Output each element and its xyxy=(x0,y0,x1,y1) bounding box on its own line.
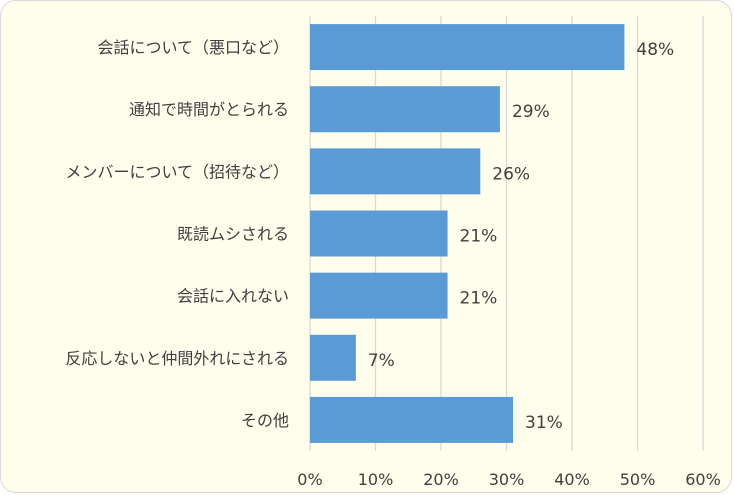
bar xyxy=(310,334,356,381)
bar xyxy=(310,24,625,71)
x-tick-label: 30% xyxy=(489,470,525,489)
category-label: その他 xyxy=(241,411,289,430)
labels: 0% 10% 20% 30% 40% 50% 60% 会話について（悪口など） 48% 通知で時間… xyxy=(65,38,720,489)
x-tick-label: 20% xyxy=(423,470,459,489)
data-label: 29% xyxy=(512,102,550,122)
x-tick-label: 40% xyxy=(554,470,590,489)
category-label: 反応しないと仲間外れにされる xyxy=(65,349,289,368)
category-label: 通知で時間がとられる xyxy=(129,100,289,119)
bar xyxy=(310,396,514,443)
data-label: 48% xyxy=(636,40,674,60)
x-tick-label: 10% xyxy=(358,470,394,489)
x-tick-label: 0% xyxy=(297,470,322,489)
category-label: 既読ムシされる xyxy=(177,225,289,244)
data-label: 31% xyxy=(525,413,563,433)
bar xyxy=(310,86,500,133)
bar xyxy=(310,272,448,319)
data-label: 26% xyxy=(492,164,530,184)
bar xyxy=(310,148,481,195)
data-label: 7% xyxy=(368,351,395,371)
bars xyxy=(310,24,625,443)
x-tick-label: 50% xyxy=(620,470,656,489)
data-label: 21% xyxy=(460,227,498,247)
x-tick-label: 60% xyxy=(685,470,721,489)
category-label: メンバーについて（招待など） xyxy=(65,162,289,181)
data-label: 21% xyxy=(460,289,498,309)
category-label: 会話について（悪口など） xyxy=(97,38,289,57)
category-label: 会話に入れない xyxy=(177,287,289,306)
bar xyxy=(310,210,448,257)
